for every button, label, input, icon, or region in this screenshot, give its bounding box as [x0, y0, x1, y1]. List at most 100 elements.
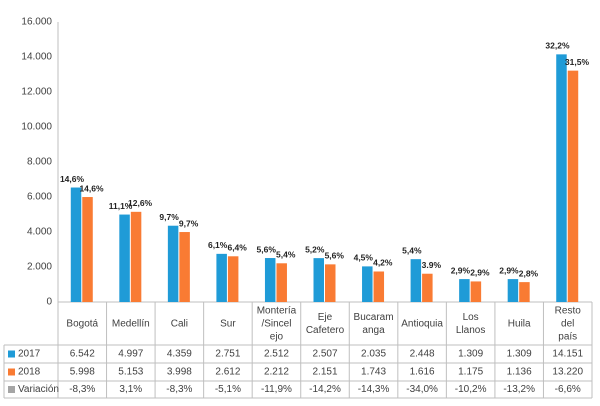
table-cell: -13,2% — [503, 384, 535, 395]
table-cell: 2.612 — [215, 367, 240, 378]
table-cell: 2.151 — [312, 367, 337, 378]
table-cell: 4.359 — [167, 349, 192, 360]
bar — [216, 253, 227, 302]
y-tick-label: 8.000 — [27, 157, 52, 168]
y-tick-label: 6.000 — [27, 192, 52, 203]
share-label: 14,6% — [60, 174, 85, 184]
y-tick-label: 2.000 — [27, 262, 52, 273]
table-cell: 3.998 — [167, 367, 192, 378]
x-tick-label: Bogotá — [66, 318, 98, 329]
table-cell: 2.448 — [410, 349, 435, 360]
share-label: 2,8% — [519, 268, 539, 278]
share-label: 5,4% — [402, 245, 422, 255]
share-label: 5,6% — [325, 251, 345, 261]
legend-swatch — [8, 386, 15, 393]
table-cell: -5,1% — [215, 384, 241, 395]
share-label: 2,9% — [499, 265, 519, 275]
bar — [325, 264, 336, 302]
bar — [313, 258, 324, 302]
bar — [362, 266, 373, 302]
y-tick-label: 4.000 — [27, 227, 52, 238]
bar — [130, 211, 142, 302]
share-label: 4,2% — [373, 258, 393, 268]
y-tick-label: 16.000 — [21, 17, 52, 28]
bar — [519, 282, 530, 302]
table-cell: 2.507 — [312, 349, 337, 360]
y-tick-label: 14.000 — [21, 52, 52, 63]
bar — [179, 232, 190, 302]
share-label: 2,9% — [451, 265, 471, 275]
table-cell: 1.616 — [410, 367, 435, 378]
table-cell: 14.151 — [552, 349, 583, 360]
share-label: 14,6% — [79, 183, 104, 193]
table-cell: 3,1% — [119, 384, 142, 395]
bar — [167, 225, 179, 302]
x-tick-label: Resto del país — [555, 305, 582, 342]
share-label: 2,9% — [470, 268, 490, 278]
table-cell: 1.175 — [458, 367, 483, 378]
bar — [82, 197, 93, 302]
share-label: 32,2% — [545, 41, 570, 51]
bar — [410, 259, 422, 302]
table-cell: 1.136 — [507, 367, 532, 378]
share-label: 11,1% — [109, 201, 133, 211]
table-cell: -8,3% — [166, 384, 192, 395]
x-tick-label: Los Llanos — [456, 312, 485, 336]
share-label: 9,7% — [159, 212, 179, 222]
bar — [556, 54, 567, 302]
legend-swatch — [8, 368, 15, 376]
legend-label: 2017 — [18, 349, 41, 360]
x-tick-label: Antioquia — [401, 318, 443, 329]
share-label: 5,2% — [305, 244, 325, 254]
table-cell: -10,2% — [455, 384, 487, 395]
table-cell: -8,3% — [69, 384, 95, 395]
x-tick-label: Bucaram anga — [354, 312, 394, 336]
table-cell: 1.743 — [361, 367, 386, 378]
x-tick-label: Medellín — [112, 318, 150, 329]
y-tick-label: 10.000 — [21, 122, 52, 133]
x-tick-label: Cali — [171, 318, 188, 329]
bar — [373, 271, 385, 302]
table-cell: 2.035 — [361, 349, 386, 360]
share-label: 5,4% — [276, 250, 296, 260]
bar — [70, 187, 82, 302]
share-label: 9,7% — [179, 218, 199, 228]
share-label: 3.9% — [422, 260, 442, 270]
table-cell: 1.309 — [507, 349, 532, 360]
legend-swatch — [8, 350, 15, 358]
x-tick-label: Sur — [220, 318, 236, 329]
bar — [470, 281, 482, 302]
table-cell: 13.220 — [552, 367, 583, 378]
x-tick-label: Montería/Sincel ejo — [257, 305, 297, 342]
x-tick-label: Eje Cafetero — [306, 312, 345, 336]
share-label: 6,4% — [227, 243, 247, 253]
bar — [422, 273, 433, 302]
table-cell: -6,6% — [555, 384, 581, 395]
y-tick-label: 0 — [46, 297, 52, 308]
table-cell: -14,2% — [309, 384, 341, 395]
share-label: 5,6% — [257, 244, 277, 254]
table-cell: 6.542 — [70, 349, 95, 360]
legend-label: Variación — [18, 384, 59, 395]
bar — [459, 279, 470, 302]
bar — [119, 214, 130, 302]
bar — [227, 256, 239, 302]
legend-label: 2018 — [18, 367, 41, 378]
share-label: 4,5% — [354, 253, 374, 263]
table-cell: 5.998 — [70, 367, 95, 378]
table-cell: 2.751 — [215, 349, 240, 360]
table-cell: 1.309 — [458, 349, 483, 360]
table-cell: 5.153 — [118, 367, 143, 378]
bar — [264, 258, 276, 302]
share-label: 12,6% — [128, 198, 153, 208]
bar — [507, 279, 519, 302]
bar — [567, 70, 579, 303]
table-cell: -11,9% — [261, 384, 292, 395]
table-cell: 2.512 — [264, 349, 289, 360]
share-label: 31,5% — [565, 57, 590, 67]
table-cell: 4.997 — [118, 349, 143, 360]
y-tick-label: 12.000 — [21, 87, 52, 98]
table-cell: -34,0% — [406, 384, 438, 395]
table-cell: -14,3% — [358, 384, 390, 395]
